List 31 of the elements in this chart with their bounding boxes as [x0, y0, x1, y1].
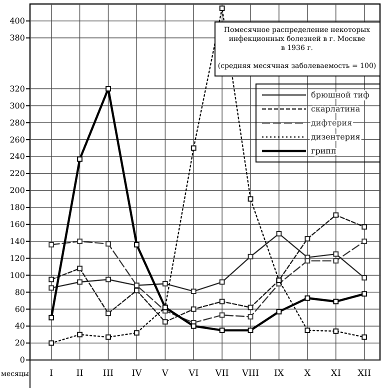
x-tick-label: VI: [188, 369, 200, 379]
x-tick-label: V: [160, 369, 169, 379]
y-tick-label: 100: [10, 270, 25, 280]
x-tick-label: I: [50, 369, 54, 379]
y-tick-label: 220: [10, 169, 25, 178]
x-tick-label: X: [304, 369, 312, 379]
x-tick-label: IX: [274, 369, 285, 379]
y-tick-label: 160: [10, 220, 25, 230]
x-tick-label: IV: [132, 369, 142, 379]
y-tick-label: 80: [14, 288, 25, 297]
y-tick-label: 200: [10, 186, 25, 196]
x-tick-label: III: [102, 369, 114, 379]
y-tick-label: 380: [10, 34, 25, 43]
y-tick-label: 240: [10, 152, 25, 162]
x-tick-label: XI: [330, 369, 342, 379]
x-tick-label: VII: [214, 369, 230, 379]
y-tick-label: 140: [10, 236, 25, 246]
y-tick-label: 320: [10, 84, 25, 94]
y-tick-label: 0: [20, 356, 25, 365]
y-tick-label: 20: [14, 338, 25, 348]
y-tick-label: 180: [10, 203, 25, 212]
y-tick-label: 120: [10, 254, 25, 263]
y-tick-label: 60: [14, 304, 25, 314]
y-tick-label: 280: [10, 118, 25, 128]
y-tick-label: 300: [10, 101, 25, 110]
x-tick-label: II: [76, 369, 84, 379]
x-tick-label: XII: [358, 369, 372, 379]
y-tick-label: 40: [14, 322, 25, 331]
x-tick-label: VIII: [240, 369, 260, 379]
y-tick-label: 400: [10, 16, 25, 26]
y-tick-label: 260: [10, 135, 25, 144]
